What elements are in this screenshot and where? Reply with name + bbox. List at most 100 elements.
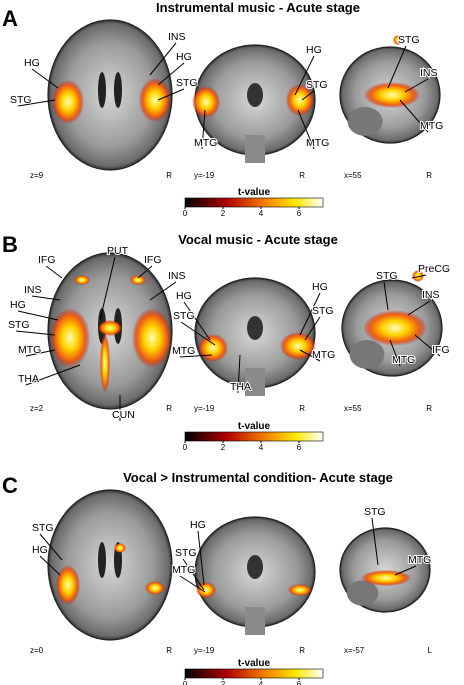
leader-line xyxy=(17,310,59,321)
colorbar-tick-label: 0 xyxy=(183,680,188,685)
activation xyxy=(361,570,411,586)
activation xyxy=(52,80,84,124)
activation xyxy=(192,86,220,118)
orientation: R xyxy=(426,404,432,413)
region-label: HG xyxy=(190,519,206,531)
ventricle xyxy=(247,316,263,340)
leader-line xyxy=(299,349,321,362)
colorbar-tick-label: 0 xyxy=(183,209,188,218)
activation xyxy=(393,35,403,45)
leader-line xyxy=(197,530,205,586)
colorbar xyxy=(184,668,324,679)
orientation: R xyxy=(299,171,305,180)
activation xyxy=(145,581,165,595)
region-label: INS xyxy=(422,289,440,301)
activation xyxy=(132,308,172,368)
ventricle xyxy=(247,555,263,579)
region-label: IFG xyxy=(38,254,56,266)
brain-slice xyxy=(47,489,173,641)
region-label: IFG xyxy=(432,344,450,356)
leader-line xyxy=(31,295,61,301)
leader-line xyxy=(179,575,206,593)
region-label: THA xyxy=(18,373,39,385)
colorbar-tick-label: 0 xyxy=(183,443,188,452)
leader-line xyxy=(183,301,211,341)
leader-line xyxy=(297,109,315,150)
brainstem xyxy=(245,607,265,635)
colorbar xyxy=(184,197,324,208)
region-label: PreCG xyxy=(418,263,450,275)
leader-line xyxy=(180,321,216,346)
brain-slice xyxy=(47,19,173,171)
activation xyxy=(196,582,216,598)
ventricle xyxy=(98,542,106,578)
leader-line xyxy=(179,354,213,358)
leader-line xyxy=(157,62,185,86)
leader-line xyxy=(301,90,315,101)
region-label: CUN xyxy=(112,409,135,421)
region-label: MTG xyxy=(392,354,415,366)
panel-letter: C xyxy=(2,473,18,498)
ventricle xyxy=(98,72,106,108)
leader-line xyxy=(399,99,429,133)
colorbar-tick-label: 6 xyxy=(297,680,302,685)
region-label: STG xyxy=(10,94,32,106)
region-label: IFG xyxy=(144,254,162,266)
orientation: R xyxy=(299,404,305,413)
activation xyxy=(56,565,80,605)
region-label: STG xyxy=(175,547,197,559)
leader-line xyxy=(15,330,56,336)
leader-line xyxy=(157,88,185,101)
leader-line xyxy=(387,45,407,89)
slice-coordinate: z=9 xyxy=(30,171,44,180)
leader-line xyxy=(294,55,315,96)
leader-line xyxy=(17,99,56,107)
leader-line xyxy=(237,354,241,394)
region-label: HG xyxy=(24,57,40,69)
activation xyxy=(74,275,90,285)
region-label: INS xyxy=(168,31,186,43)
region-label: HG xyxy=(10,299,26,311)
activation xyxy=(114,543,126,553)
orientation: R xyxy=(299,646,305,655)
colorbar-tick-label: 6 xyxy=(297,209,302,218)
slice-coordinate: y=-19 xyxy=(194,171,215,180)
leader-line xyxy=(383,281,389,311)
leader-line xyxy=(45,265,63,279)
region-label: STG xyxy=(173,310,195,322)
orientation: R xyxy=(166,646,172,655)
region-label: STG xyxy=(312,305,334,317)
leader-line xyxy=(25,364,81,386)
cerebellum xyxy=(346,580,379,606)
slice-coordinate: z=2 xyxy=(30,404,44,413)
ventricle xyxy=(114,72,122,108)
colorbar-label: t-value xyxy=(238,421,271,432)
orientation: L xyxy=(428,646,433,655)
orientation: R xyxy=(426,171,432,180)
region-label: INS xyxy=(24,284,42,296)
activation xyxy=(130,275,146,285)
region-label: MTG xyxy=(408,554,431,566)
leader-line xyxy=(25,349,56,357)
slice-coordinate: x=-57 xyxy=(344,646,365,655)
orientation: R xyxy=(166,404,172,413)
activation xyxy=(100,333,110,393)
panel-title: Vocal > Instrumental condition- Acute st… xyxy=(123,470,393,485)
leader-line xyxy=(371,517,379,566)
region-label: STG xyxy=(32,522,54,534)
activation xyxy=(412,270,424,282)
region-label: MTG xyxy=(420,120,443,132)
region-label: MTG xyxy=(172,345,195,357)
leader-line xyxy=(149,42,177,76)
leader-line xyxy=(407,300,431,316)
region-label: HG xyxy=(176,51,192,63)
colorbar-label: t-value xyxy=(238,658,271,669)
region-label: HG xyxy=(32,544,48,556)
region-label: PUT xyxy=(107,245,129,257)
colorbar-tick-label: 6 xyxy=(297,443,302,452)
leader-line xyxy=(39,533,63,561)
leader-line xyxy=(182,558,205,591)
orientation: R xyxy=(166,171,172,180)
region-label: THA xyxy=(230,381,251,393)
